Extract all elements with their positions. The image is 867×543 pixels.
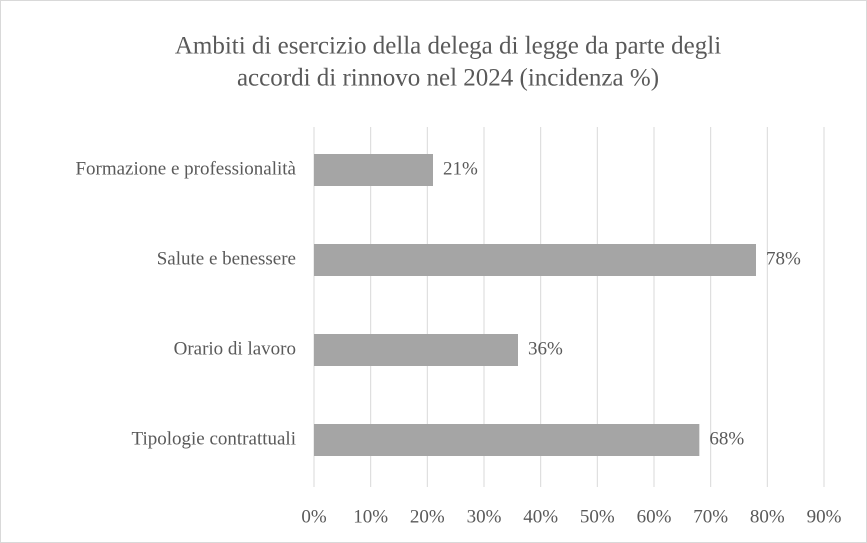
x-tick-label: 60% <box>637 506 672 527</box>
y-tick-label: Formazione e professionalità <box>75 158 296 179</box>
chart-title: accordi di rinnovo nel 2024 (incidenza %… <box>237 65 659 92</box>
value-label: 78% <box>766 248 801 269</box>
x-tick-label: 50% <box>580 506 615 527</box>
bar <box>314 244 756 276</box>
value-label: 36% <box>528 338 563 359</box>
x-tick-label: 10% <box>353 506 388 527</box>
value-label: 68% <box>709 428 744 449</box>
y-tick-label: Salute e benessere <box>157 248 296 269</box>
bar <box>314 334 518 366</box>
chart-title: Ambiti di esercizio della delega di legg… <box>175 33 721 60</box>
value-label: 21% <box>443 158 478 179</box>
x-tick-label: 90% <box>807 506 842 527</box>
x-tick-label: 20% <box>410 506 445 527</box>
y-tick-label: Tipologie contrattuali <box>132 428 296 449</box>
x-tick-label: 40% <box>523 506 558 527</box>
x-tick-label: 30% <box>467 506 502 527</box>
bar <box>314 424 700 456</box>
x-tick-label: 80% <box>750 506 785 527</box>
bar <box>314 154 433 186</box>
y-tick-label: Orario di lavoro <box>174 338 296 359</box>
x-tick-label: 70% <box>693 506 728 527</box>
x-tick-label: 0% <box>301 506 327 527</box>
